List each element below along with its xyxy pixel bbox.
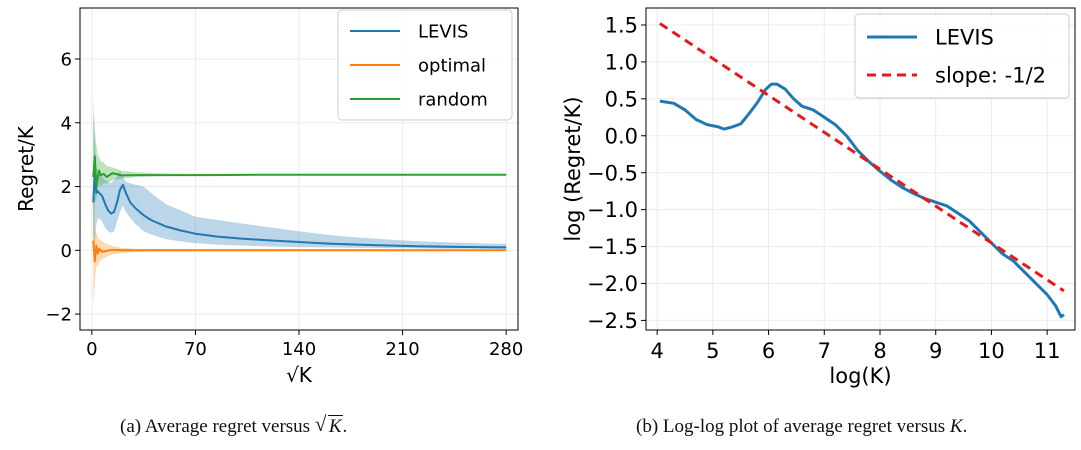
y-tick-label: −2 bbox=[45, 305, 72, 326]
caption-a-sqrt: √ K bbox=[314, 412, 343, 437]
x-tick-label: 10 bbox=[978, 339, 1005, 363]
chart-panel-a: 0 70 140 210 280 −2 0 2 4 6 √K Regret/K LEVIS optimal… bbox=[14, 7, 523, 387]
series-line-random bbox=[92, 155, 507, 188]
caption-a: (a) Average regret versus √ K. bbox=[120, 412, 348, 438]
x-tick-label: 140 bbox=[282, 339, 316, 360]
x-tick-label: 9 bbox=[929, 339, 942, 363]
y-tick-label: 0.5 bbox=[605, 87, 638, 111]
legend-label: optimal bbox=[418, 55, 486, 76]
caption-b-var: K bbox=[949, 416, 963, 437]
legend-label: LEVIS bbox=[418, 21, 468, 42]
x-tick-label: 5 bbox=[706, 339, 719, 363]
y-tick-label: 0 bbox=[61, 241, 72, 262]
x-tick-label: 8 bbox=[873, 339, 886, 363]
caption-b-period: . bbox=[962, 416, 968, 437]
x-tick-label: 7 bbox=[818, 339, 831, 363]
y-tick-label: 6 bbox=[61, 49, 72, 70]
legend-box bbox=[337, 9, 513, 121]
plot-frame bbox=[645, 7, 1076, 331]
x-axis-label: log(K) bbox=[829, 364, 891, 388]
y-tick-label: −2.5 bbox=[587, 309, 638, 333]
y-tick-label: −0.5 bbox=[587, 161, 638, 185]
x-tick-label: 280 bbox=[489, 339, 523, 360]
legend-label: LEVIS bbox=[935, 26, 994, 50]
caption-b-text: (b) Log-log plot of average regret versu… bbox=[636, 416, 950, 437]
y-tick-label: 1.5 bbox=[605, 14, 638, 38]
y-tick-label: 2 bbox=[61, 177, 72, 198]
y-tick-label: 4 bbox=[61, 113, 72, 134]
x-tick-label: 11 bbox=[1034, 339, 1061, 363]
series-line-levis bbox=[659, 82, 1065, 319]
x-tick-label: 210 bbox=[385, 339, 419, 360]
legend-label: random bbox=[418, 89, 488, 110]
y-tick-label: 0.0 bbox=[605, 124, 638, 148]
caption-a-period: . bbox=[342, 416, 348, 437]
y-tick-label: −2.0 bbox=[587, 272, 638, 296]
y-tick-label: 1.0 bbox=[605, 50, 638, 74]
caption-a-sqrt-var: K bbox=[327, 415, 343, 437]
x-tick-label: 70 bbox=[184, 339, 207, 360]
x-axis-label: √K bbox=[286, 363, 313, 387]
x-tick-label: 0 bbox=[86, 339, 97, 360]
x-tick-label: 4 bbox=[650, 339, 663, 363]
y-axis-label: log (Regret/K) bbox=[561, 96, 585, 241]
series-line-levis bbox=[92, 169, 507, 249]
chart-panel-b: 4 5 6 7 8 9 10 11 1.5 1.0 0.5 0.0 −0.5 −1.0 −1.5 −2.0 −2… bbox=[561, 7, 1076, 388]
caption-a-text: (a) Average regret versus bbox=[120, 416, 315, 437]
x-tick-label: 6 bbox=[762, 339, 775, 363]
legend-box bbox=[854, 13, 1070, 99]
series-line-slope bbox=[659, 22, 1065, 293]
caption-b: (b) Log-log plot of average regret versu… bbox=[636, 416, 967, 438]
legend-label: slope: -1/2 bbox=[935, 64, 1046, 88]
y-tick-label: −1.0 bbox=[587, 198, 638, 222]
series-line-optimal bbox=[92, 240, 507, 263]
y-tick-label: −1.5 bbox=[587, 235, 638, 259]
confidence-band-levis bbox=[93, 113, 507, 260]
y-axis-label: Regret/K bbox=[14, 125, 38, 212]
